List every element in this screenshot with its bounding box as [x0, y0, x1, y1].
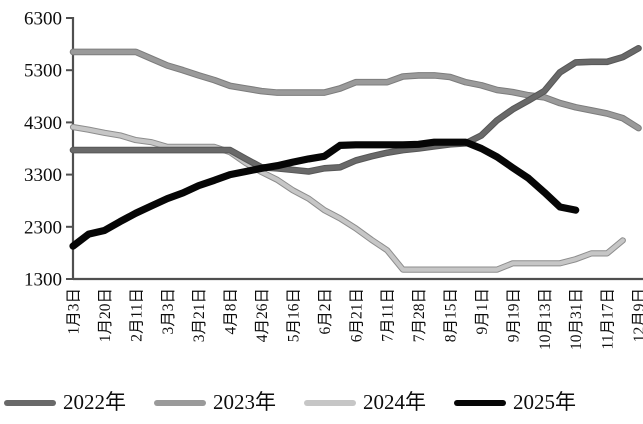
- x-axis-label: 7月28日: [411, 288, 428, 342]
- legend-swatch-2023年: [154, 399, 206, 406]
- x-axis-label: 6月2日: [317, 288, 334, 335]
- chart-legend: 2022年 2023年 2024年 2025年: [4, 392, 604, 413]
- x-axis-label: 4月8日: [223, 288, 240, 335]
- legend-item-2024年: 2024年: [304, 392, 426, 413]
- y-axis-label: 4300: [24, 113, 62, 134]
- legend-label: 2025年: [513, 390, 576, 414]
- y-axis-label: 6300: [24, 9, 62, 30]
- legend-item-2023年: 2023年: [154, 392, 276, 413]
- series-line-2023年: [70, 49, 641, 131]
- legend-label: 2024年: [363, 390, 426, 414]
- x-axis-label: 7月11日: [380, 288, 397, 342]
- x-axis-label: 6月21日: [348, 288, 365, 342]
- x-axis-label: 12月9日: [631, 288, 643, 342]
- x-axis-label: 1月3日: [66, 288, 83, 335]
- series-line-outline-2022年: [69, 44, 642, 175]
- legend-item-2022年: 2022年: [4, 392, 126, 413]
- x-axis-label: 3月3日: [160, 288, 177, 335]
- y-axis-label: 2300: [24, 217, 62, 238]
- legend-swatch-2024年: [304, 399, 356, 406]
- y-axis-label: 3300: [24, 165, 62, 186]
- x-axis-label: 11月17日: [600, 288, 617, 349]
- x-axis-label: 10月31日: [568, 288, 585, 350]
- x-axis-label: 4月26日: [254, 288, 271, 342]
- x-axis-label: 9月1日: [474, 288, 491, 335]
- series-line-2022年: [70, 45, 641, 174]
- y-axis-label: 5300: [24, 61, 62, 82]
- legend-item-2025年: 2025年: [454, 392, 576, 413]
- series-line-2024年: [70, 124, 625, 272]
- series-line-2025年: [70, 139, 579, 249]
- x-axis-label: 8月15日: [443, 288, 460, 342]
- x-axis-label: 3月21日: [191, 288, 208, 342]
- x-axis-label: 9月19日: [505, 288, 522, 342]
- y-axis-label: 1300: [24, 270, 62, 291]
- legend-swatch-2022年: [4, 399, 56, 406]
- legend-swatch-2025年: [454, 399, 506, 406]
- x-axis-label: 2月11日: [128, 288, 145, 342]
- x-axis-label: 5月16日: [285, 288, 302, 342]
- legend-label: 2022年: [63, 390, 126, 414]
- x-axis-label: 10月13日: [537, 288, 554, 350]
- x-axis-label: 1月20日: [97, 288, 114, 342]
- legend-label: 2023年: [213, 390, 276, 414]
